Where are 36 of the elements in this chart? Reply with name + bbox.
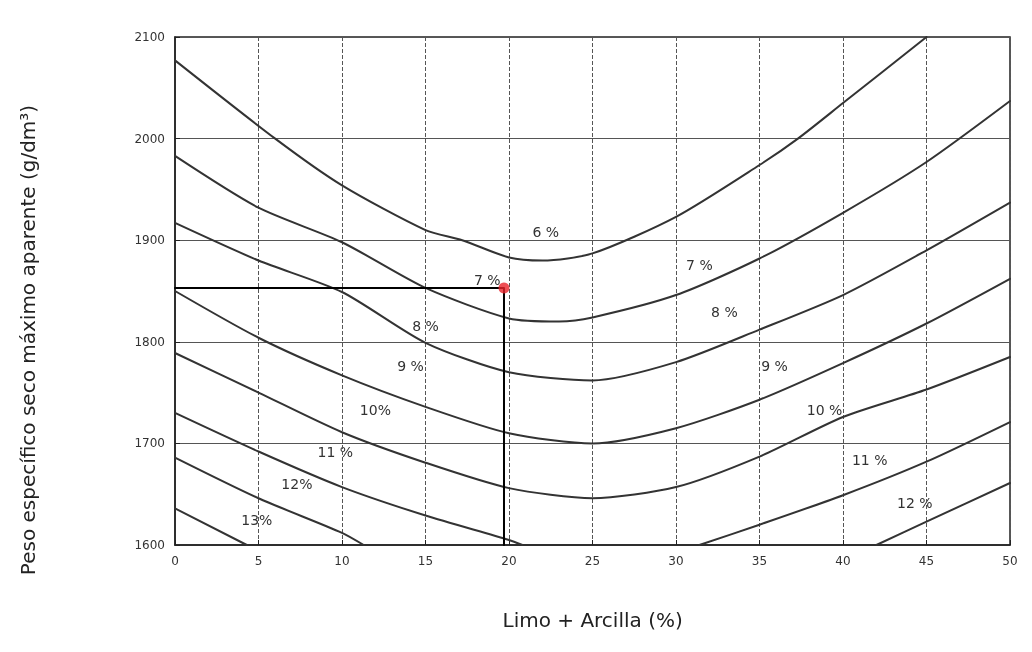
x-tick-label: 10 [334, 554, 350, 568]
annotation: 11 % [851, 451, 888, 468]
x-tick-label: 40 [835, 554, 851, 568]
annotation: 9 % [397, 358, 424, 375]
annotation: 12% [281, 476, 313, 493]
x-tick-label: 30 [668, 554, 684, 568]
annotation: 9 % [761, 358, 788, 375]
line-series [174, 351, 1011, 500]
annotation: 10% [359, 401, 391, 418]
y-tick-label: 1800 [134, 334, 165, 349]
annotation: 13% [241, 511, 273, 528]
line-series [174, 100, 1011, 323]
x-tick-label: 20 [501, 554, 517, 568]
y-tick-label: 2000 [134, 131, 165, 146]
y-tick-label: 1700 [134, 436, 165, 451]
annotation: 7 % [686, 256, 713, 273]
y-tick-label: 2100 [134, 30, 165, 44]
line-series [174, 36, 928, 262]
x-tick-label: 15 [417, 554, 434, 568]
line-series [174, 277, 1011, 445]
annotation: 7 % [473, 271, 501, 288]
x-tick-label: 50 [1002, 554, 1018, 568]
y-tick-label: 1900 [134, 233, 165, 248]
annotation: 6 % [532, 224, 560, 241]
x-tick-label: 35 [751, 554, 768, 568]
annotation: 10 % [806, 401, 843, 418]
annotation: 8 % [412, 317, 439, 334]
line-series [174, 201, 1011, 382]
annotation: 8 % [711, 304, 738, 321]
x-tick-label: 5 [254, 554, 263, 568]
x-axis-title: Limo + Arcilla (%) [502, 608, 683, 632]
x-tick-label: 45 [918, 554, 935, 568]
y-tick-label: 1600 [134, 538, 165, 552]
x-tick-label: 25 [584, 554, 601, 568]
y-axis-title: Peso específico seco máximo aparente (g/dm³) [16, 104, 40, 576]
x-tick-label: 0 [171, 554, 179, 568]
